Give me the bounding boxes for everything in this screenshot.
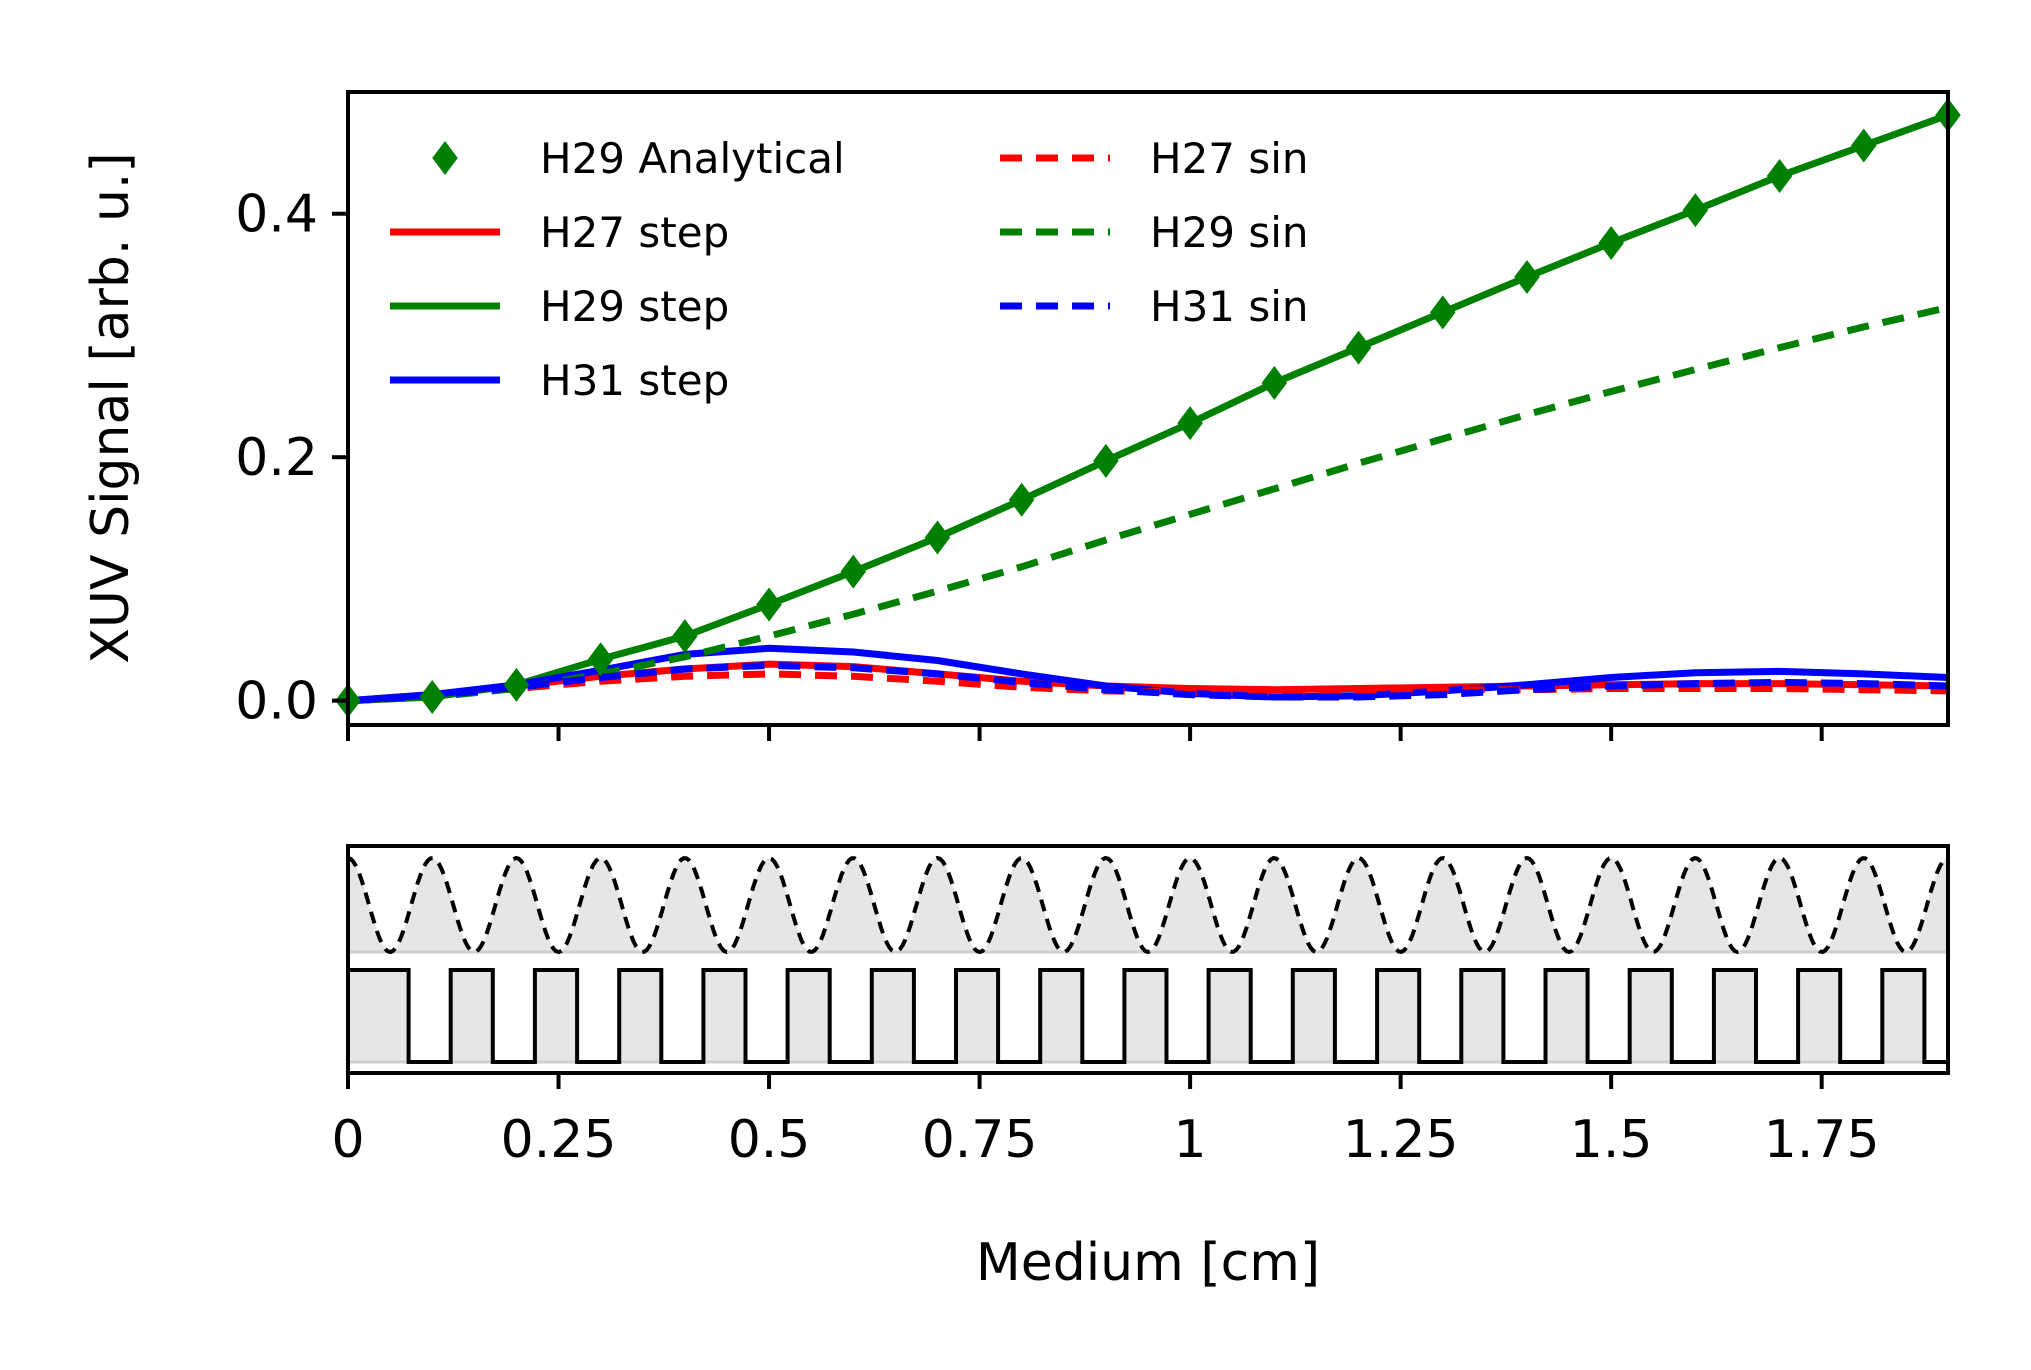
x-tick-label: 0.5 (728, 1110, 811, 1170)
data-point-h29-analytical (1093, 443, 1119, 478)
data-point-h29-analytical (1008, 482, 1035, 517)
top-panel: 0.0 0.2 0.4 XUV Signal [arb. u.] H29 Analy… (81, 90, 1961, 741)
data-point-h29-analytical (756, 587, 782, 622)
bottom-axes-frame (346, 844, 1950, 1075)
data-point-h29-analytical (1261, 365, 1288, 400)
top-x-ticks (346, 725, 1824, 741)
legend: H29 Analytical H27 step H29 step H31 step H2… (390, 134, 1309, 405)
square-profile-fill (348, 970, 1948, 1062)
legend-label: H31 step (540, 356, 729, 405)
bottom-panel: 0 0.25 0.5 0.75 1 1.25 1.5 1.75 Medium [cm] (331, 844, 1950, 1293)
legend-item-h27-sin: H27 sin (1000, 134, 1309, 183)
data-point-h29-analytical (587, 642, 614, 677)
x-tick-label: 0.75 (922, 1110, 1038, 1170)
sinusoid-profile-line (347, 855, 1949, 955)
legend-label: H29 sin (1150, 208, 1309, 257)
legend-label: H29 step (540, 282, 729, 331)
x-tick-label: 1.25 (1343, 1110, 1459, 1170)
data-point-h29-analytical (1851, 128, 1877, 163)
medium-profiles (347, 855, 1949, 1064)
data-point-h29-analytical (1682, 193, 1709, 228)
legend-item-h29-analytical: H29 Analytical (432, 134, 845, 183)
x-tick-label: 0 (331, 1110, 364, 1170)
x-tick-label: 1 (1174, 1110, 1207, 1170)
legend-label: H27 sin (1150, 134, 1309, 183)
legend-item-h29-step: H29 step (390, 282, 729, 331)
legend-label: H31 sin (1150, 282, 1309, 331)
legend-item-h27-step: H27 step (390, 208, 729, 257)
data-point-h29-analytical (419, 680, 445, 715)
legend-label: H29 Analytical (540, 134, 845, 183)
series-line-h29-step (347, 111, 1950, 705)
data-point-h29-analytical (1345, 330, 1372, 365)
data-point-h29-analytical (672, 619, 698, 654)
data-point-h29-analytical (1598, 225, 1624, 260)
square-profile-line (348, 968, 1948, 1064)
legend-item-h29-sin: H29 sin (1000, 208, 1309, 257)
data-point-h29-analytical (503, 667, 530, 702)
top-series-markers (335, 98, 1961, 718)
data-point-h29-analytical (1766, 158, 1793, 193)
data-point-h29-analytical (1429, 295, 1456, 330)
x-axis-label: Medium [cm] (976, 1233, 1320, 1293)
bottom-x-ticks: 0 0.25 0.5 0.75 1 1.25 1.5 1.75 (331, 1073, 1880, 1170)
series-line-h31-sin (347, 661, 1949, 705)
top-y-ticks: 0.0 0.2 0.4 (235, 185, 348, 732)
legend-item-h31-step: H31 step (390, 356, 729, 405)
data-point-h29-analytical (1177, 406, 1203, 441)
legend-item-h31-sin: H31 sin (1000, 282, 1309, 331)
top-axes-frame (346, 90, 1950, 727)
data-point-h29-analytical (1514, 260, 1540, 295)
y-tick-label: 0.0 (235, 672, 318, 732)
data-point-h29-analytical (924, 520, 951, 555)
x-tick-label: 1.5 (1570, 1110, 1653, 1170)
series-line-h29-sin (347, 304, 1949, 705)
x-tick-label: 1.75 (1764, 1110, 1880, 1170)
data-point-h29-analytical (840, 554, 867, 589)
legend-marker (432, 141, 458, 175)
sinusoid-profile-fill (348, 858, 1948, 952)
y-tick-label: 0.4 (235, 185, 318, 245)
top-series-lines (347, 111, 1950, 705)
y-axis-label: XUV Signal [arb. u.] (81, 152, 141, 663)
legend-label: H27 step (540, 208, 729, 257)
y-tick-label: 0.2 (235, 428, 318, 488)
x-tick-label: 0.25 (501, 1110, 617, 1170)
